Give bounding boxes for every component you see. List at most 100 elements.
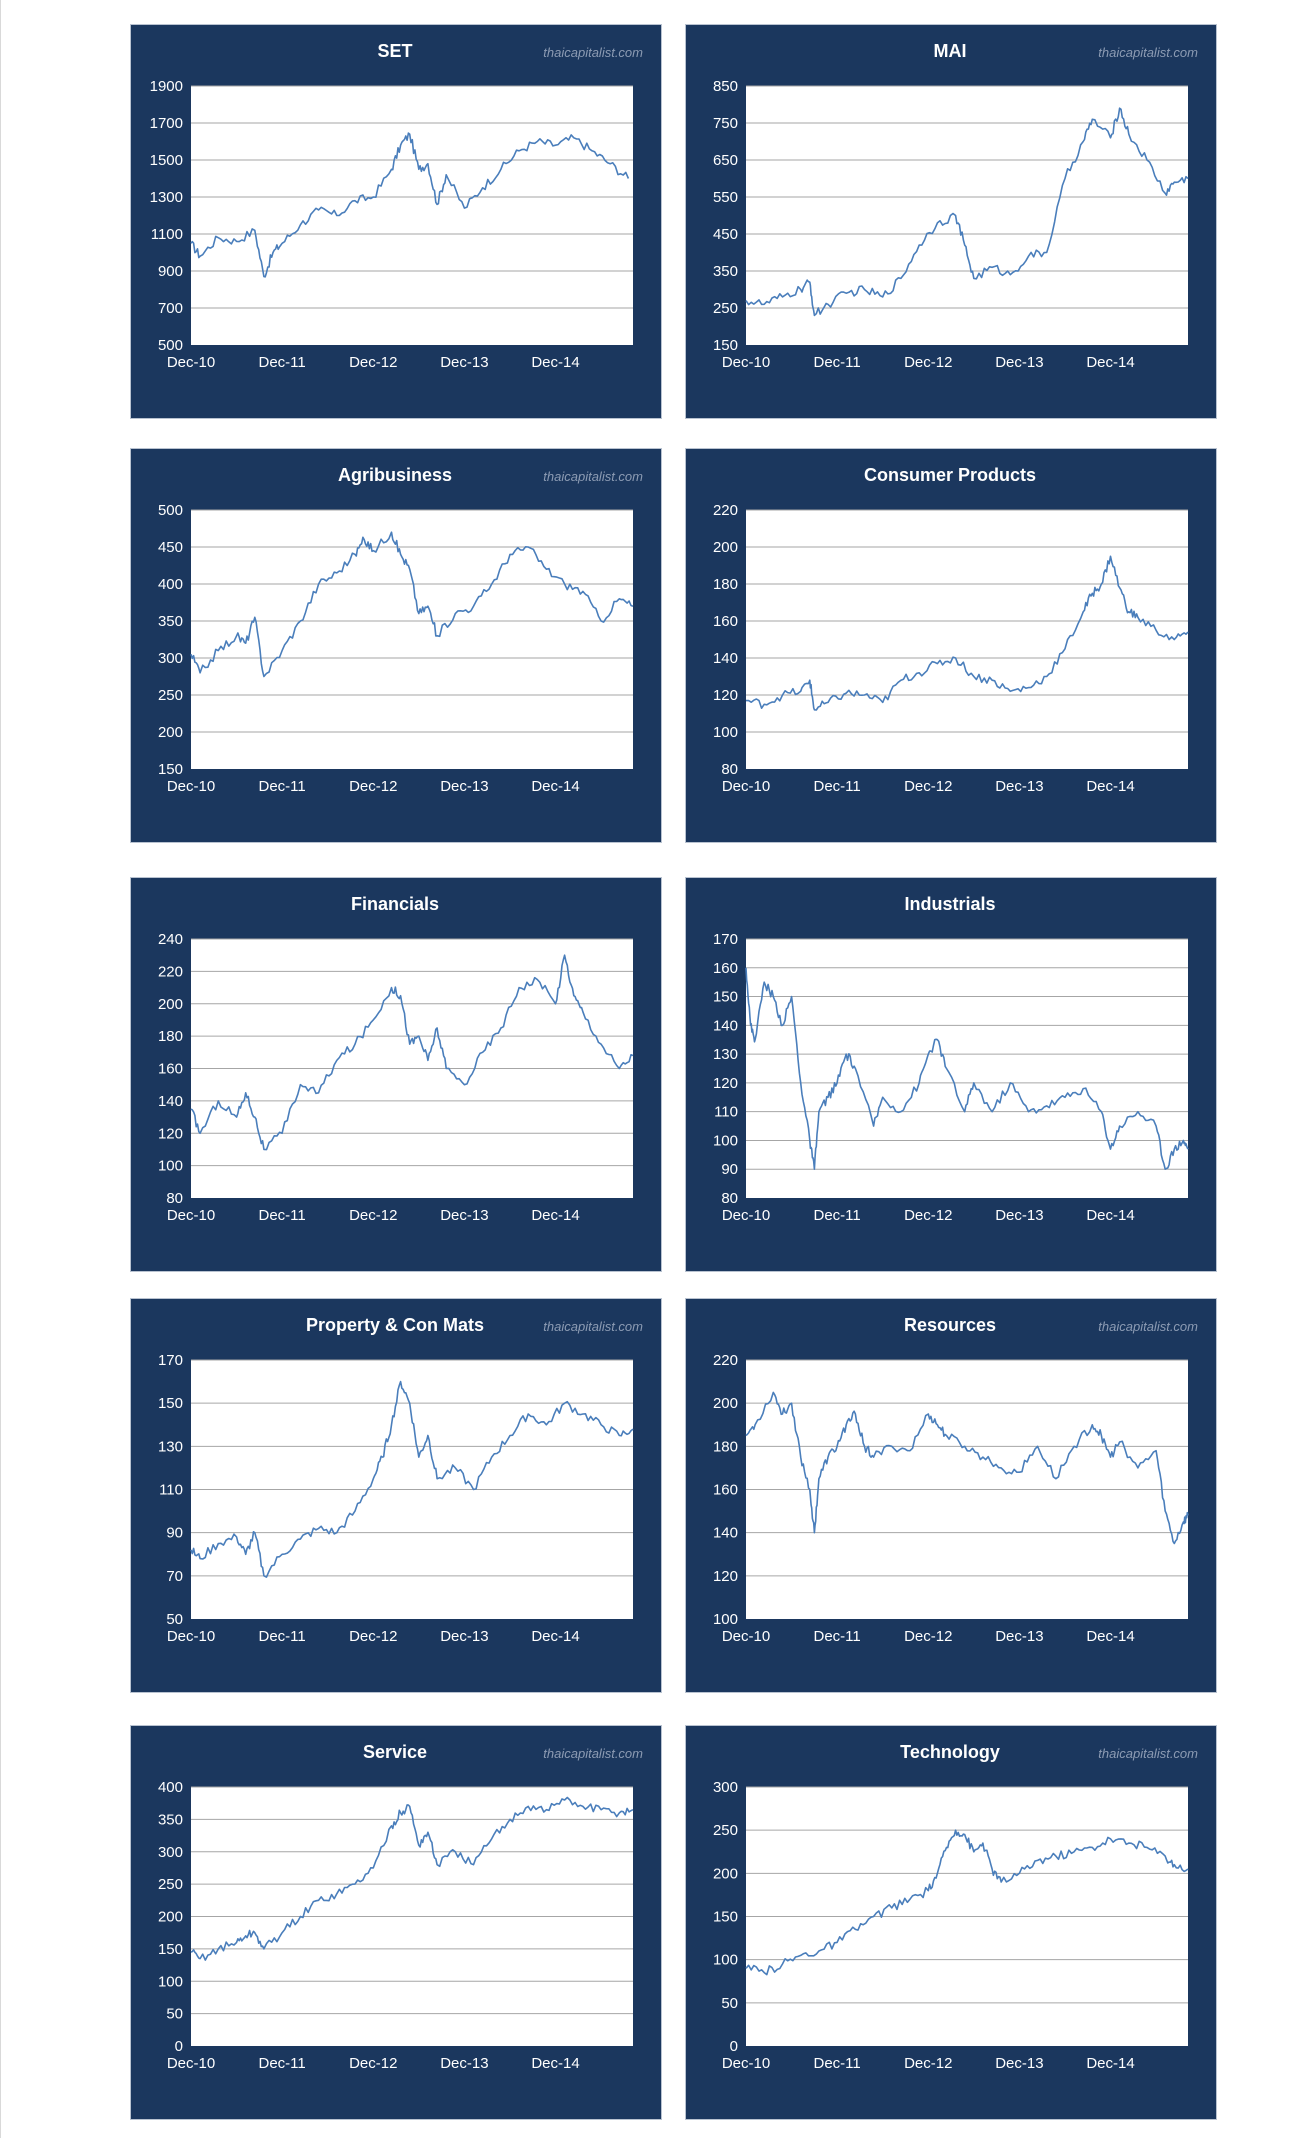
chart-svg: Financials 80 100 120 140 160 180 200 220 240 Dec-…	[158, 894, 634, 1224]
x-tick-label: Dec-12	[349, 1628, 397, 1645]
y-tick-label: 100	[713, 1952, 738, 1969]
y-tick-label: 160	[713, 613, 738, 630]
y-tick-label: 1100	[151, 226, 183, 243]
x-tick-label: Dec-14	[531, 1207, 579, 1224]
x-tick-label: Dec-12	[904, 1207, 952, 1224]
y-tick-label: 200	[713, 1395, 738, 1412]
y-tick-label: 450	[713, 226, 738, 243]
chart-title: Industrials	[904, 894, 995, 914]
y-tick-label: 50	[166, 1611, 183, 1628]
y-tick-label: 1900	[150, 78, 183, 95]
chart-panel: Consumer Products 80 100 120 140 160 180 200 220…	[685, 448, 1217, 843]
y-tick-label: 220	[713, 502, 738, 519]
y-tick-label: 900	[158, 263, 183, 280]
y-tick-label: 150	[713, 337, 738, 354]
x-tick-label: Dec-13	[995, 778, 1043, 795]
x-tick-label: Dec-12	[349, 1207, 397, 1224]
x-tick-label: Dec-10	[722, 354, 770, 371]
x-tick-label: Dec-13	[440, 1628, 488, 1645]
y-tick-label: 180	[713, 576, 738, 593]
x-tick-label: Dec-13	[440, 354, 488, 371]
y-tick-label: 120	[158, 1125, 183, 1142]
x-tick-label: Dec-13	[995, 1207, 1043, 1224]
y-tick-label: 350	[713, 263, 738, 280]
y-tick-label: 0	[175, 2038, 183, 2055]
chart-svg: MAI thaicapitalist.com 150 250 350 450 550 650 7…	[713, 41, 1198, 371]
x-tick-label: Dec-11	[814, 778, 861, 795]
x-tick-label: Dec-11	[259, 2055, 306, 2072]
x-tick-label: Dec-13	[995, 2055, 1043, 2072]
y-tick-label: 700	[158, 300, 183, 317]
x-tick-label: Dec-11	[259, 354, 306, 371]
watermark: thaicapitalist.com	[1098, 45, 1198, 60]
x-tick-label: Dec-14	[531, 354, 579, 371]
y-tick-label: 250	[713, 1822, 738, 1839]
chart-panel: MAI thaicapitalist.com 150 250 350 450 550 650 7…	[685, 24, 1217, 419]
series-line	[746, 555, 1189, 711]
y-tick-label: 120	[713, 687, 738, 704]
series-line	[190, 1796, 634, 1961]
watermark: thaicapitalist.com	[1098, 1746, 1198, 1761]
y-tick-label: 250	[158, 1876, 183, 1893]
y-tick-label: 350	[158, 613, 183, 630]
page-border	[0, 0, 1, 2138]
y-tick-label: 300	[158, 1844, 183, 1861]
y-tick-label: 850	[713, 78, 738, 95]
y-tick-label: 150	[713, 989, 738, 1006]
chart-svg: Agribusiness thaicapitalist.com 150 200 250 3…	[158, 465, 643, 795]
x-tick-label: Dec-10	[167, 2055, 215, 2072]
y-tick-label: 180	[713, 1438, 738, 1455]
x-tick-label: Dec-13	[995, 1628, 1043, 1645]
x-tick-label: Dec-11	[259, 1628, 306, 1645]
y-tick-label: 150	[158, 1395, 183, 1412]
x-tick-label: Dec-11	[814, 1207, 861, 1224]
plot-area	[746, 510, 1188, 769]
y-tick-label: 80	[721, 761, 738, 778]
chart-title: Service	[363, 1742, 427, 1762]
y-tick-label: 120	[713, 1568, 738, 1585]
x-tick-label: Dec-10	[722, 2055, 770, 2072]
y-tick-label: 50	[721, 1995, 738, 2012]
x-tick-label: Dec-12	[349, 2055, 397, 2072]
y-tick-label: 130	[713, 1046, 738, 1063]
x-tick-label: Dec-12	[904, 1628, 952, 1645]
x-tick-label: Dec-11	[259, 1207, 306, 1224]
x-tick-label: Dec-14	[531, 2055, 579, 2072]
y-tick-label: 180	[158, 1028, 183, 1045]
chart-title: Consumer Products	[864, 465, 1036, 485]
y-tick-label: 140	[713, 650, 738, 667]
y-tick-label: 250	[158, 687, 183, 704]
chart-panel: Financials 80 100 120 140 160 180 200 220 240 Dec-…	[130, 877, 662, 1272]
y-tick-label: 1500	[150, 152, 183, 169]
y-tick-label: 1700	[150, 115, 183, 132]
y-tick-label: 170	[713, 931, 738, 948]
y-tick-label: 160	[713, 1482, 738, 1499]
y-tick-label: 150	[158, 1941, 183, 1958]
chart-panel: Resources thaicapitalist.com 100 120 140 160 1…	[685, 1298, 1217, 1693]
y-tick-label: 750	[713, 115, 738, 132]
x-tick-label: Dec-14	[1086, 354, 1134, 371]
y-tick-label: 1300	[150, 189, 183, 206]
chart-svg: Property & Con Mats thaicapitalist.com 50 7…	[158, 1315, 643, 1645]
x-tick-label: Dec-10	[722, 778, 770, 795]
x-tick-label: Dec-12	[904, 2055, 952, 2072]
y-tick-label: 140	[158, 1093, 183, 1110]
x-tick-label: Dec-11	[814, 1628, 861, 1645]
chart-title: SET	[377, 41, 412, 61]
chart-panel: SET thaicapitalist.com 500 700 900 1100 1300 15…	[130, 24, 662, 419]
x-tick-label: Dec-12	[904, 354, 952, 371]
watermark: thaicapitalist.com	[543, 45, 643, 60]
y-tick-label: 200	[158, 996, 183, 1013]
chart-title: Property & Con Mats	[306, 1315, 484, 1335]
x-tick-label: Dec-10	[167, 1628, 215, 1645]
series-line	[745, 967, 1189, 1170]
chart-svg: Technology thaicapitalist.com 0 50 100 150 200…	[713, 1742, 1198, 2072]
y-tick-label: 150	[713, 1909, 738, 1926]
x-tick-label: Dec-10	[167, 1207, 215, 1224]
y-tick-label: 160	[713, 960, 738, 977]
y-tick-label: 130	[158, 1438, 183, 1455]
x-tick-label: Dec-14	[1086, 2055, 1134, 2072]
y-tick-label: 500	[158, 502, 183, 519]
x-tick-label: Dec-13	[995, 354, 1043, 371]
y-tick-label: 90	[166, 1525, 183, 1542]
